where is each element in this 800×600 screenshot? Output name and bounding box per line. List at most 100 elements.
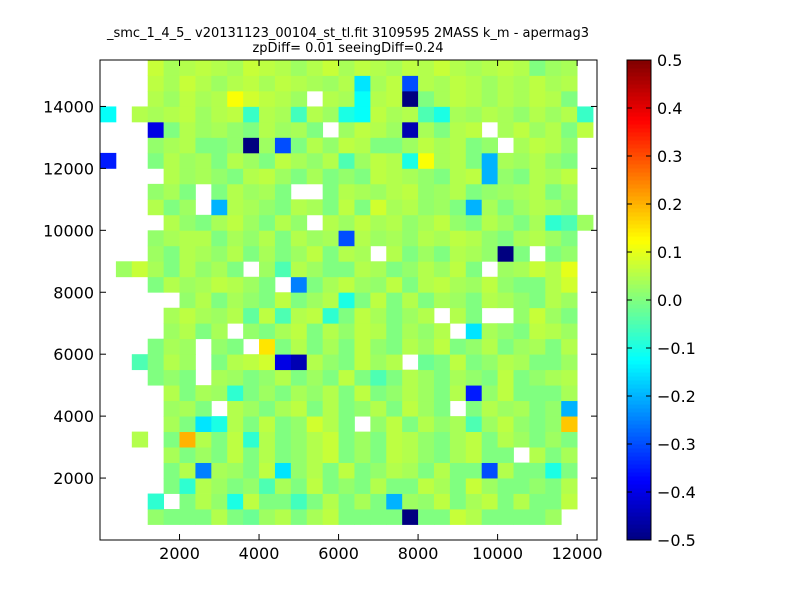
heatmap-cell [306, 168, 324, 185]
colorbar-strip [627, 232, 651, 237]
heatmap-cell [418, 416, 435, 433]
heatmap-cell [402, 168, 419, 185]
colorbar-strip [627, 172, 651, 177]
heatmap-cell [338, 369, 355, 386]
heatmap-cell [545, 509, 562, 525]
heatmap-cell [354, 354, 371, 371]
heatmap-cell [370, 292, 387, 309]
heatmap-cell [561, 152, 578, 169]
heatmap-cell [322, 230, 339, 247]
heatmap-cell [211, 90, 228, 107]
heatmap-cell [561, 90, 578, 107]
heatmap-cell [386, 354, 403, 371]
heatmap-cell [513, 152, 530, 169]
heatmap-cell [322, 307, 339, 324]
heatmap-cell [306, 75, 324, 92]
heatmap-cell [179, 90, 196, 107]
heatmap-cell [481, 245, 498, 262]
heatmap-cell [561, 447, 578, 463]
heatmap-cell [179, 307, 196, 324]
heatmap-cell [227, 75, 244, 92]
heatmap-cell [402, 323, 419, 340]
heatmap-cell [243, 230, 260, 247]
heatmap-cell [465, 338, 483, 355]
heatmap-cell [179, 385, 196, 402]
colorbar-strip [627, 240, 651, 245]
heatmap-cell [561, 261, 578, 278]
heatmap-cell [274, 75, 292, 92]
heatmap-cell [386, 199, 403, 216]
colorbar-strip [627, 156, 651, 161]
heatmap-cell [402, 493, 419, 510]
heatmap-cell [449, 168, 467, 185]
heatmap-cell [147, 106, 165, 123]
colorbar-strip [627, 264, 651, 269]
heatmap-cell [449, 493, 467, 510]
heatmap-cell [513, 509, 530, 525]
heatmap-cell [354, 462, 371, 479]
heatmap-cell [418, 245, 435, 262]
heatmap-cell [449, 292, 467, 309]
heatmap-cell [211, 121, 228, 138]
colorbar-strip [627, 496, 651, 501]
colorbar-strip [627, 144, 651, 149]
heatmap-cell [513, 478, 530, 494]
heatmap-cell [418, 369, 435, 386]
heatmap-cell [227, 447, 244, 463]
heatmap-cell [529, 369, 546, 386]
heatmap-cell [465, 60, 483, 76]
heatmap-cell [195, 90, 212, 107]
chart-title-line-2: zpDiff= 0.01 seeingDiff=0.24 [252, 41, 443, 56]
colorbar-strip [627, 428, 651, 433]
y-tick-label: 2000 [53, 469, 94, 488]
heatmap-cell [402, 338, 419, 355]
heatmap-cell [290, 60, 308, 76]
heatmap-cell [386, 292, 403, 309]
heatmap-cell [402, 478, 419, 494]
heatmap-cell [561, 400, 578, 417]
heatmap-cell [433, 199, 451, 216]
heatmap-cell [545, 338, 562, 355]
heatmap-cell [354, 152, 371, 169]
heatmap-cell [481, 60, 498, 76]
heatmap-cell [449, 431, 467, 448]
heatmap-cell [465, 214, 483, 231]
heatmap-cell [243, 214, 260, 231]
heatmap-cell [529, 400, 546, 417]
heatmap-cell [195, 121, 212, 138]
heatmap-cell [465, 323, 483, 340]
heatmap-cell [179, 214, 196, 231]
heatmap-cell [211, 183, 228, 200]
heatmap-cell [529, 168, 546, 185]
heatmap-cell [147, 230, 165, 247]
heatmap-cell [227, 354, 244, 371]
heatmap-cell [211, 493, 228, 510]
heatmap-cell [259, 199, 276, 216]
heatmap-cell [529, 199, 546, 216]
heatmap-cell [195, 168, 212, 185]
heatmap-cell [497, 199, 514, 216]
heatmap-cell [259, 121, 276, 138]
heatmap-cell [306, 307, 324, 324]
colorbar-strip [627, 284, 651, 289]
colorbar-strip [627, 216, 651, 221]
heatmap-cell [195, 478, 212, 494]
heatmap-cell [418, 385, 435, 402]
heatmap-cell [418, 214, 435, 231]
heatmap-cell [402, 137, 419, 154]
colorbar-strip [627, 468, 651, 473]
heatmap-cell [195, 152, 212, 169]
heatmap-cell [418, 292, 435, 309]
heatmap-cell [529, 152, 546, 169]
heatmap-cell [290, 509, 308, 525]
heatmap-cell [497, 183, 514, 200]
heatmap-cell [243, 509, 260, 525]
heatmap-cell [338, 354, 355, 371]
heatmap-cell [497, 462, 514, 479]
heatmap-cell [211, 261, 228, 278]
heatmap-cell [179, 509, 196, 525]
heatmap-cell [545, 307, 562, 324]
heatmap-cell [513, 338, 530, 355]
heatmap-cell [402, 462, 419, 479]
heatmap-cell [259, 214, 276, 231]
